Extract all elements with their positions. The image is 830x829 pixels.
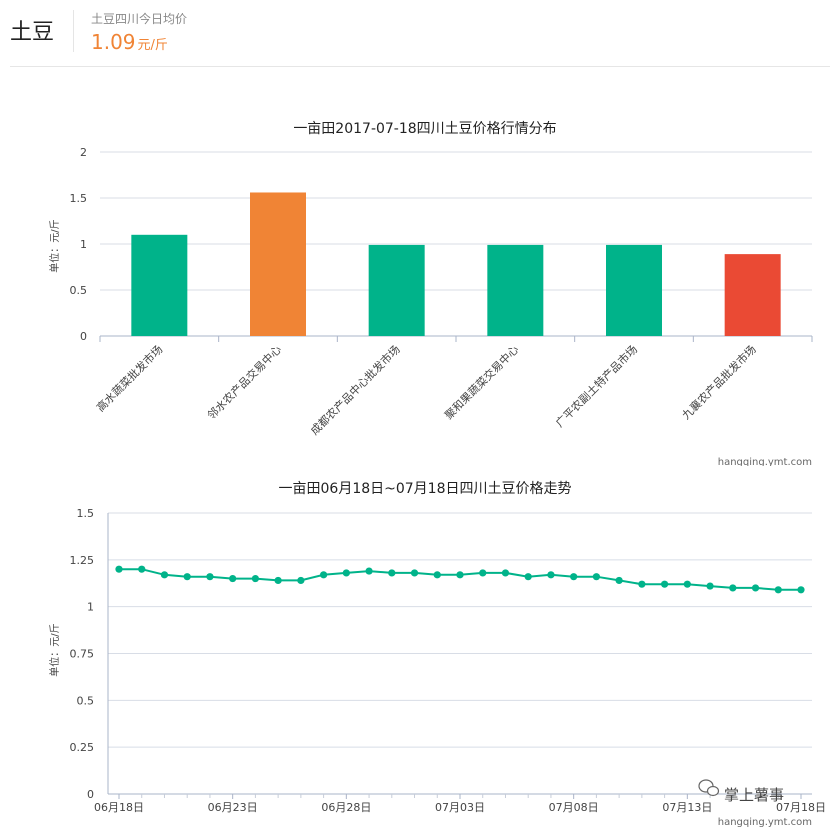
bar-category-label: 九襄农产品批发市场 — [679, 342, 759, 422]
bar-grid: 0 0.5 1 1.5 2 — [70, 146, 813, 343]
bar-y-tick-label: 2 — [80, 146, 87, 159]
bar-y-axis-label: 单位：元/斤 — [48, 219, 61, 272]
price-point — [320, 571, 328, 579]
price-point — [661, 580, 669, 588]
line-x-tick-label: 07月13日 — [662, 801, 712, 814]
avg-price-unit: 元/斤 — [137, 38, 168, 53]
line-y-tick-label: 0.75 — [70, 648, 95, 661]
bar-category-label: 邻水农产品交易中心 — [204, 342, 284, 422]
header: 土豆 土豆四川今日均价 1.09 元/斤 — [0, 0, 830, 66]
line-grid: 0 0.25 0.5 0.75 1 1.25 1.5 — [70, 507, 812, 801]
bar-category-labels: 高水蔬菜批发市场 邻水农产品交易中心 成都农产品中心批发市场 聚和果蔬菜交易中心 广平农… — [93, 342, 758, 437]
line-y-tick-label: 1 — [87, 601, 94, 614]
price-point — [410, 569, 419, 577]
line-x-tick-label: 07月08日 — [549, 801, 599, 814]
price-point — [206, 573, 214, 581]
price-point — [433, 571, 441, 579]
price-point — [615, 576, 623, 585]
price-point — [388, 569, 396, 577]
price-point — [138, 565, 146, 573]
bar-y-tick-label: 1.5 — [70, 192, 88, 205]
bar-y-tick-label: 0.5 — [70, 284, 88, 297]
watermark-text: 掌上薯事 — [724, 786, 784, 804]
bar-chart-title: 一亩田2017-07-18四川土豆价格行情分布 — [293, 120, 556, 137]
line-chart: 一亩田06月18日~07月18日四川土豆价格走势 0 0.25 0.5 0.75 1 1.… — [48, 480, 826, 828]
line-y-axis-label: 单位：元/斤 — [48, 623, 61, 676]
bar-category-label: 聚和果蔬菜交易中心 — [442, 342, 522, 422]
wechat-icon — [698, 779, 720, 797]
avg-price: 1.09 元/斤 — [91, 30, 168, 54]
price-point — [751, 584, 760, 592]
bar-6 — [724, 254, 781, 336]
price-point — [638, 580, 646, 588]
line-series — [115, 565, 805, 594]
line-x-tick-label: 07月18日 — [776, 801, 826, 814]
bar-category-label: 广平农副土特产品市场 — [552, 342, 640, 430]
price-point — [115, 565, 123, 573]
header-divider — [73, 10, 74, 52]
avg-price-label: 土豆四川今日均价 — [91, 12, 188, 26]
bar-3 — [368, 244, 425, 336]
line-x-tick-label: 06月23日 — [208, 801, 258, 814]
price-point — [729, 584, 737, 592]
price-point — [797, 586, 805, 594]
price-point — [592, 573, 601, 581]
watermark: 掌上薯事 — [698, 779, 784, 804]
price-point — [342, 569, 350, 577]
line-x-tick-label: 06月18日 — [94, 801, 144, 814]
product-name: 土豆 — [10, 20, 55, 45]
price-point — [274, 576, 282, 585]
line-x-tick-labels: 06月18日 06月23日 06月28日 07月03日 07月08日 07月13日 07月1… — [94, 801, 826, 814]
price-point — [570, 573, 578, 581]
bar-4 — [487, 244, 544, 336]
price-point — [297, 576, 305, 585]
price-point — [683, 580, 691, 588]
price-point — [160, 571, 169, 579]
bar-1 — [131, 234, 188, 336]
bar-chart: 一亩田2017-07-18四川土豆价格行情分布 0 0.5 1 1.5 2 高水蔬菜批发… — [48, 120, 813, 466]
line-y-tick-label: 1.5 — [77, 507, 95, 520]
bar-5 — [606, 244, 662, 336]
line-x-tick-label: 06月28日 — [321, 801, 371, 814]
bar-category-label: 成都农产品中心批发市场 — [307, 342, 402, 437]
line-source-label: hangqing.ymt.com — [718, 817, 812, 828]
price-point — [547, 571, 555, 579]
price-point — [365, 567, 373, 575]
price-point — [501, 569, 510, 577]
price-point — [774, 586, 782, 594]
line-chart-title: 一亩田06月18日~07月18日四川土豆价格走势 — [279, 480, 572, 497]
price-point — [479, 569, 487, 577]
bar-category-label: 高水蔬菜批发市场 — [93, 342, 165, 414]
bar-bars — [131, 192, 781, 336]
line-y-tick-label: 1.25 — [70, 554, 95, 567]
price-point — [251, 574, 259, 583]
line-y-tick-label: 0.5 — [77, 694, 95, 707]
line-y-tick-label: 0 — [87, 788, 94, 801]
bar-source-label: hangqing.ymt.com — [718, 457, 812, 466]
avg-price-value: 1.09 — [91, 30, 136, 54]
price-point — [456, 571, 464, 579]
price-point — [706, 582, 714, 590]
header-separator — [10, 66, 830, 67]
price-point — [183, 573, 191, 581]
line-x-tick-label: 07月03日 — [435, 801, 485, 814]
bar-y-tick-label: 1 — [80, 238, 87, 251]
bar-y-tick-label: 0 — [80, 330, 87, 343]
line-y-tick-label: 0.25 — [70, 741, 95, 754]
price-point — [524, 573, 532, 581]
price-point — [229, 574, 237, 583]
bar-2 — [250, 192, 306, 336]
